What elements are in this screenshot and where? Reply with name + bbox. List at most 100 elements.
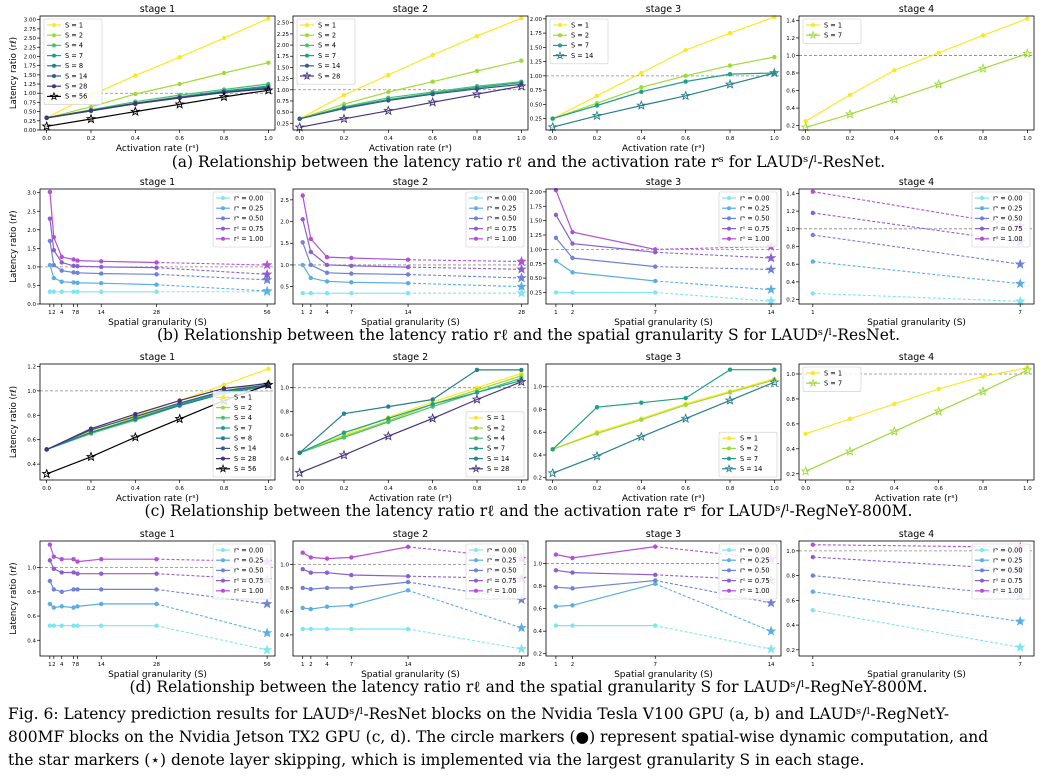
legend-label: S = 4 bbox=[234, 414, 252, 422]
legend: rˢ = 0.00 rˢ = 0.25 rˢ = 0.50 rˢ = 0.75 rˢ =… bbox=[971, 191, 1031, 248]
data-point bbox=[405, 579, 411, 585]
data-point-star bbox=[130, 431, 141, 442]
x-tick-label: 4 bbox=[325, 310, 329, 316]
x-tick-label: 0.2 bbox=[87, 486, 96, 492]
data-point bbox=[324, 604, 330, 609]
legend-marker bbox=[474, 456, 478, 461]
legend-marker-star bbox=[218, 464, 228, 473]
plot-frame bbox=[798, 540, 1035, 657]
series-line bbox=[302, 219, 409, 268]
y-tick-label: 0.25 bbox=[530, 291, 543, 297]
legend-marker bbox=[221, 446, 225, 451]
series-line bbox=[552, 16, 775, 120]
legend-label: rˢ = 0.75 bbox=[487, 225, 517, 233]
data-point bbox=[51, 289, 57, 294]
data-point bbox=[341, 411, 347, 416]
x-tick-label: 1 bbox=[811, 310, 815, 316]
data-point-star bbox=[977, 63, 989, 74]
legend-label: rˢ = 0.25 bbox=[740, 557, 770, 565]
y-tick-label: 0.6 bbox=[533, 607, 542, 613]
series-line bbox=[552, 381, 775, 474]
data-point-star bbox=[1014, 641, 1026, 652]
data-point bbox=[133, 101, 138, 106]
data-point bbox=[847, 92, 853, 98]
data-point-star bbox=[516, 272, 527, 283]
legend-label: rˢ = 1.00 bbox=[993, 587, 1023, 595]
figure-caption-line: 800MF blocks on the Nvidia Jetson TX2 GP… bbox=[8, 728, 989, 746]
legend-label: S = 28 bbox=[65, 83, 87, 91]
legend-marker bbox=[727, 216, 731, 221]
x-tick-label: 14 bbox=[768, 662, 775, 668]
data-point-star bbox=[680, 413, 691, 424]
legend-marker bbox=[474, 558, 478, 563]
x-tick-label: 14 bbox=[405, 310, 412, 316]
data-point bbox=[300, 193, 305, 198]
series-line-dashed bbox=[812, 292, 1021, 302]
data-point bbox=[99, 587, 104, 592]
legend-marker-star bbox=[724, 464, 734, 473]
data-point bbox=[47, 542, 53, 547]
legend-marker-star bbox=[808, 378, 818, 388]
x-tick-label: 28 bbox=[153, 662, 160, 668]
x-tick-label: 0.2 bbox=[846, 136, 855, 142]
data-point bbox=[99, 289, 104, 294]
series-line-dashed bbox=[812, 260, 1021, 285]
legend-label: rˢ = 0.25 bbox=[487, 205, 517, 213]
data-point bbox=[71, 587, 76, 592]
legend-marker bbox=[980, 578, 984, 583]
legend-label: rˢ = 0.50 bbox=[993, 567, 1023, 575]
legend-marker bbox=[221, 558, 225, 563]
data-point bbox=[570, 603, 575, 608]
data-point-star bbox=[1022, 364, 1033, 375]
legend-label: S = 14 bbox=[740, 465, 762, 473]
y-tick-label: 0.8 bbox=[786, 574, 795, 580]
data-point bbox=[727, 71, 733, 77]
data-point-star bbox=[294, 121, 305, 132]
legend-marker bbox=[221, 236, 225, 241]
data-point bbox=[300, 217, 305, 222]
data-point bbox=[550, 447, 555, 452]
data-point bbox=[154, 260, 159, 265]
data-point-star bbox=[765, 284, 777, 295]
y-tick-label: 0.4 bbox=[533, 629, 542, 635]
legend-marker-star bbox=[808, 30, 818, 40]
series-line bbox=[49, 191, 157, 264]
legend-label: S = 7 bbox=[234, 424, 252, 432]
y-tick-label: 0.5 bbox=[280, 285, 289, 291]
legend-label: S = 14 bbox=[65, 72, 87, 80]
y-tick-label: 0.8 bbox=[27, 590, 36, 596]
figure-caption-line: the star markers (⋆) denote layer skippi… bbox=[8, 751, 865, 769]
data-point bbox=[308, 290, 314, 296]
series-line bbox=[299, 81, 522, 120]
legend-label: rˢ = 0.25 bbox=[993, 557, 1023, 565]
data-point bbox=[71, 556, 76, 562]
data-point bbox=[51, 248, 57, 253]
legend-box bbox=[465, 543, 525, 600]
chart-title: stage 3 bbox=[646, 177, 681, 188]
series-line bbox=[299, 60, 522, 120]
data-point bbox=[683, 48, 688, 53]
data-point bbox=[71, 263, 76, 268]
y-tick-label: 1.75 bbox=[530, 31, 543, 37]
y-tick-label: 1.4 bbox=[786, 18, 795, 24]
data-point bbox=[308, 236, 314, 242]
legend: rˢ = 0.00 rˢ = 0.25 rˢ = 0.50 rˢ = 0.75 rˢ =… bbox=[718, 191, 778, 248]
data-point-star bbox=[769, 67, 780, 78]
x-tick-label: 1.0 bbox=[517, 136, 526, 142]
legend-marker bbox=[221, 226, 225, 231]
legend-label: rˢ = 1.00 bbox=[487, 235, 517, 243]
x-tick-label: 0.8 bbox=[473, 136, 482, 142]
y-tick-label: 2.00 bbox=[530, 17, 543, 23]
y-tick-label: 1.0 bbox=[27, 566, 36, 572]
data-point-star bbox=[516, 376, 527, 387]
legend-marker bbox=[980, 236, 984, 241]
legend-label: S = 2 bbox=[318, 32, 336, 40]
data-point bbox=[405, 257, 411, 262]
data-point bbox=[653, 572, 658, 578]
legend-box bbox=[718, 543, 778, 600]
y-tick-label: 1.25 bbox=[24, 82, 37, 88]
data-point-star bbox=[427, 96, 438, 107]
x-tick-label: 2 bbox=[309, 662, 313, 668]
x-tick-label: 0.2 bbox=[593, 486, 602, 492]
data-point-star bbox=[516, 622, 527, 633]
